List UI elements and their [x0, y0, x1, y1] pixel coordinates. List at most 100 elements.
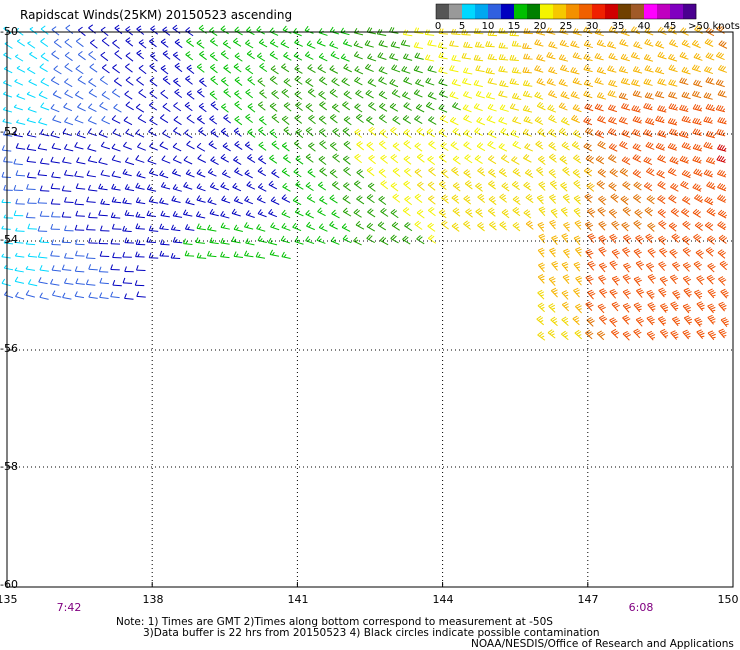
wind-barb — [643, 129, 653, 137]
wind-barb — [247, 103, 256, 113]
wind-barb — [244, 196, 254, 205]
wind-barb — [198, 102, 207, 113]
wind-barb — [15, 227, 25, 232]
wind-barb — [477, 221, 485, 232]
wind-barb — [329, 194, 338, 204]
wind-barb — [609, 233, 618, 244]
wind-barb — [353, 180, 362, 190]
wind-barb — [318, 115, 327, 125]
wind-barb — [635, 260, 645, 271]
wind-barb — [330, 236, 340, 245]
wind-barb — [186, 140, 195, 150]
wind-barb — [209, 51, 218, 62]
wind-barb — [511, 156, 520, 165]
wind-barb — [305, 236, 315, 245]
wind-barb — [475, 208, 484, 218]
wind-barb — [560, 117, 570, 126]
wind-barb — [560, 207, 568, 217]
wind-barb — [706, 274, 715, 285]
wind-barb — [185, 75, 193, 85]
wind-barb — [425, 77, 435, 86]
wind-barb — [209, 63, 218, 74]
wind-barb — [343, 90, 352, 100]
wind-barb — [703, 169, 714, 178]
wind-barb — [390, 208, 399, 219]
wind-barb — [643, 156, 653, 166]
wind-barb — [573, 261, 581, 272]
wind-barb — [99, 101, 108, 111]
wind-barb — [587, 260, 596, 271]
wind-barb — [499, 80, 509, 88]
wind-barb — [319, 140, 327, 150]
wind-barb — [135, 251, 145, 258]
wind-barb — [148, 196, 159, 204]
wind-barb — [608, 116, 618, 125]
wind-barb — [538, 262, 545, 273]
wind-barb — [719, 260, 728, 271]
wind-barb — [87, 184, 98, 192]
wind-barb — [596, 92, 607, 100]
wind-barb — [635, 234, 644, 245]
wind-barb — [160, 181, 171, 190]
wind-barb — [485, 67, 495, 75]
wind-barb — [550, 208, 558, 219]
wind-barb — [305, 182, 314, 192]
colorbar-swatch — [631, 4, 645, 19]
wind-barb — [256, 224, 266, 232]
wind-barb — [342, 127, 351, 137]
wind-barb — [691, 64, 701, 73]
wind-barb — [50, 211, 61, 218]
wind-barb — [223, 88, 232, 98]
wind-barb — [317, 207, 326, 217]
wind-barb — [149, 77, 158, 87]
wind-barb — [549, 219, 556, 230]
wind-barb — [342, 155, 351, 165]
wind-barb — [245, 238, 255, 246]
wind-barb — [77, 75, 86, 85]
wind-barb — [537, 247, 545, 258]
wind-barb — [110, 291, 120, 299]
wind-barb — [343, 182, 351, 192]
wind-barb — [682, 220, 691, 231]
wind-barb — [331, 181, 340, 191]
wind-barb — [537, 289, 545, 300]
wind-barb — [39, 63, 48, 73]
wind-barb — [51, 239, 61, 246]
wind-barb — [146, 184, 157, 192]
wind-barb — [283, 154, 292, 164]
wind-barb — [135, 155, 145, 163]
wind-barb — [390, 153, 399, 164]
wind-barb — [258, 116, 267, 126]
wind-barb — [88, 292, 98, 299]
wind-barb — [197, 88, 205, 98]
wind-barb — [308, 114, 316, 125]
wind-barb — [295, 155, 304, 165]
wind-barb — [38, 117, 48, 126]
wind-barb — [657, 316, 667, 326]
wind-barb — [500, 127, 510, 137]
wind-barb — [271, 169, 280, 179]
wind-barb — [3, 290, 14, 299]
wind-barb — [463, 129, 473, 139]
wind-barb — [209, 237, 219, 245]
wind-barb — [269, 249, 280, 257]
wind-barb — [112, 64, 121, 74]
wind-barb — [671, 316, 681, 327]
wind-barb — [536, 77, 546, 86]
wind-barb — [485, 92, 496, 100]
wind-barb — [707, 314, 716, 325]
wind-barb — [718, 40, 728, 49]
lon-label-141: 141 — [287, 593, 309, 606]
wind-barb — [498, 116, 508, 125]
lat-label-56: -56 — [0, 342, 18, 355]
wind-barb — [474, 154, 483, 164]
wind-barb — [343, 63, 352, 73]
wind-barb — [183, 238, 193, 245]
wind-barb — [114, 50, 123, 60]
wind-barb — [124, 184, 135, 192]
wind-barb — [631, 128, 641, 137]
wind-barb — [366, 166, 375, 177]
wind-barb — [550, 316, 558, 327]
colorbar-swatch — [436, 4, 450, 19]
wind-barb — [258, 155, 267, 165]
